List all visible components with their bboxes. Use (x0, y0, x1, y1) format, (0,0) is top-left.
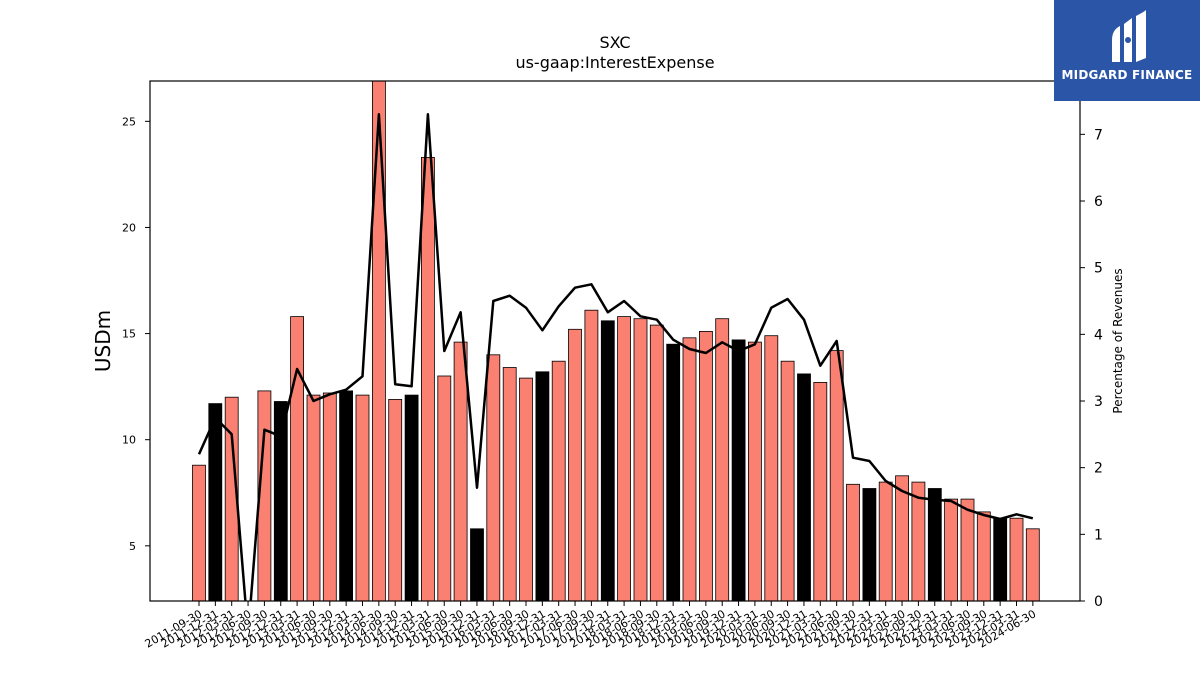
y2-tick-label: 5 (1094, 261, 1103, 277)
y2-tick-label: 4 (1094, 327, 1103, 343)
y-tick-label: 20 (122, 221, 136, 234)
bar (208, 403, 223, 601)
bar (862, 488, 877, 601)
y2-tick-label: 7 (1094, 127, 1103, 143)
y-tick-label: 5 (129, 540, 136, 553)
bar (339, 390, 354, 601)
bar (568, 328, 582, 601)
bar (846, 483, 860, 601)
chart-subtitle: us-gaap:InterestExpense (515, 53, 714, 72)
y-tick-label: 10 (122, 434, 136, 447)
bar (290, 316, 305, 601)
bar (371, 81, 386, 601)
y-tick-label: 15 (122, 328, 136, 341)
bar (731, 339, 746, 601)
bar (976, 511, 991, 601)
logo-mark-icon (1112, 10, 1146, 62)
x-axis-ticks: 2011-09-302011-12-312012-03-312012-06-30… (143, 601, 1038, 651)
bar (404, 394, 419, 601)
y-axis-label: USDm (91, 310, 115, 372)
y2-tick-label: 6 (1094, 194, 1103, 210)
bar (960, 498, 975, 601)
bar (797, 373, 811, 601)
bar (813, 381, 828, 601)
bar (617, 316, 631, 601)
bar (453, 341, 468, 601)
midgard-finance-logo: MIDGARD FINANCE (1054, 0, 1200, 101)
bar (1025, 528, 1040, 601)
bar (600, 320, 615, 601)
bar (944, 498, 958, 601)
bar (666, 343, 681, 601)
bar (273, 401, 288, 601)
bar (1009, 517, 1024, 601)
bar (633, 318, 648, 601)
bar (519, 377, 533, 601)
bar (927, 488, 942, 601)
bar (682, 337, 697, 601)
bar (486, 354, 501, 601)
bar (306, 394, 321, 601)
bars-layer (192, 81, 1040, 601)
bar (649, 324, 664, 601)
y2-tick-label: 2 (1094, 461, 1103, 477)
bar (388, 398, 403, 601)
bar (437, 375, 452, 601)
y-tick-label: 25 (122, 115, 136, 128)
bar (535, 371, 550, 601)
bar (780, 360, 795, 601)
bar (420, 156, 435, 601)
bar (993, 517, 1008, 601)
y2-axis-ticks: 0 1 2 3 4 5 6 7 (1080, 127, 1103, 610)
bar (878, 481, 893, 601)
line-layer (197, 113, 1034, 601)
y2-tick-label: 0 (1094, 594, 1103, 610)
bar (470, 528, 484, 601)
chart-title: SXC (599, 33, 630, 52)
bar (911, 481, 926, 601)
revenue-percentage-line (197, 113, 1034, 601)
logo-text: MIDGARD FINANCE (1061, 68, 1193, 82)
bar (829, 350, 844, 601)
bar (584, 309, 599, 601)
bar (748, 341, 762, 601)
plot-frame (149, 80, 1081, 602)
y2-tick-label: 3 (1094, 394, 1103, 410)
bar (322, 392, 337, 601)
bar (764, 335, 779, 601)
bar (502, 367, 517, 601)
y2-tick-label: 1 (1094, 527, 1103, 543)
bar (895, 475, 909, 601)
y-axis-ticks: 5 10 15 20 25 (122, 115, 150, 553)
y2-axis-label: Percentage of Revenues (1111, 268, 1125, 413)
bar (355, 394, 370, 601)
bar (192, 464, 206, 601)
bar (551, 360, 566, 601)
bar (699, 330, 713, 601)
bar (715, 318, 730, 601)
